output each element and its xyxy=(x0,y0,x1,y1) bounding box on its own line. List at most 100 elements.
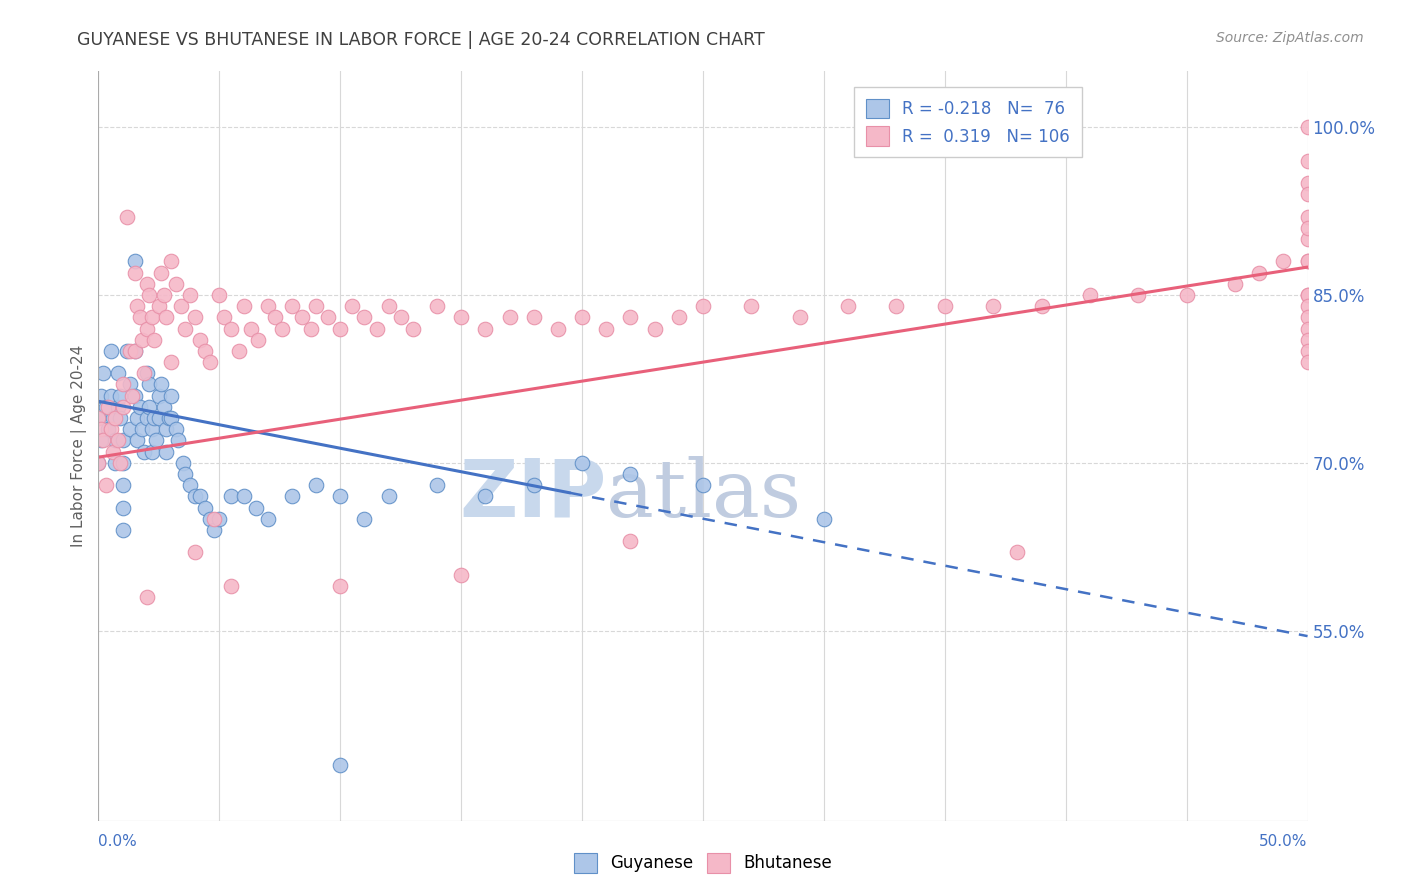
Point xyxy=(299,321,322,335)
Point xyxy=(1296,176,1319,190)
Point xyxy=(194,500,217,515)
Point xyxy=(1296,321,1319,335)
Point xyxy=(342,299,364,313)
Point xyxy=(167,434,190,448)
Point xyxy=(1296,343,1319,358)
Point xyxy=(212,310,235,325)
Point xyxy=(148,299,170,313)
Point xyxy=(97,422,120,436)
Point xyxy=(184,310,207,325)
Point xyxy=(138,400,160,414)
Y-axis label: In Labor Force | Age 20-24: In Labor Force | Age 20-24 xyxy=(72,345,87,547)
Point xyxy=(101,444,124,458)
Point xyxy=(150,266,173,280)
Point xyxy=(426,299,449,313)
Point xyxy=(305,478,328,492)
Point xyxy=(740,299,762,313)
Point xyxy=(141,422,163,436)
Point xyxy=(143,411,166,425)
Point xyxy=(107,367,129,381)
Point xyxy=(174,321,197,335)
Point xyxy=(1296,120,1319,135)
Point xyxy=(290,310,312,325)
Point xyxy=(165,277,187,291)
Point xyxy=(194,343,217,358)
Point xyxy=(131,333,153,347)
Point xyxy=(155,422,177,436)
Point xyxy=(221,579,243,593)
Legend: R = -0.218   N=  76, R =  0.319   N= 106: R = -0.218 N= 76, R = 0.319 N= 106 xyxy=(853,87,1081,157)
Point xyxy=(188,489,211,503)
Point xyxy=(94,478,117,492)
Point xyxy=(1272,254,1295,268)
Point xyxy=(228,343,250,358)
Point xyxy=(90,389,112,403)
Point xyxy=(1296,210,1319,224)
Point xyxy=(1128,288,1150,302)
Point xyxy=(172,456,194,470)
Point xyxy=(1296,254,1319,268)
Point xyxy=(389,310,412,325)
Point xyxy=(813,511,835,525)
Point xyxy=(135,367,157,381)
Point xyxy=(169,299,191,313)
Text: ZIP: ZIP xyxy=(458,456,606,533)
Point xyxy=(138,377,160,392)
Point xyxy=(101,411,124,425)
Text: GUYANESE VS BHUTANESE IN LABOR FORCE | AGE 20-24 CORRELATION CHART: GUYANESE VS BHUTANESE IN LABOR FORCE | A… xyxy=(77,31,765,49)
Point xyxy=(150,377,173,392)
Point xyxy=(934,299,956,313)
Point xyxy=(117,210,139,224)
Point xyxy=(305,299,328,313)
Point xyxy=(111,456,134,470)
Point xyxy=(1296,187,1319,202)
Point xyxy=(134,367,156,381)
Point xyxy=(886,299,908,313)
Point xyxy=(271,321,294,335)
Point xyxy=(1296,232,1319,246)
Point xyxy=(245,500,267,515)
Point xyxy=(174,467,197,481)
Point xyxy=(281,489,304,503)
Point xyxy=(256,299,278,313)
Point xyxy=(1296,288,1319,302)
Point xyxy=(1296,299,1319,313)
Point xyxy=(87,411,110,425)
Point xyxy=(135,277,157,291)
Point xyxy=(353,310,375,325)
Point xyxy=(135,590,157,604)
Point xyxy=(128,310,150,325)
Point xyxy=(135,411,157,425)
Point xyxy=(188,333,211,347)
Point xyxy=(474,321,496,335)
Point xyxy=(426,478,449,492)
Point xyxy=(160,411,183,425)
Point xyxy=(184,489,207,503)
Point xyxy=(108,456,131,470)
Point xyxy=(692,299,714,313)
Point xyxy=(87,456,110,470)
Point xyxy=(1249,266,1271,280)
Point xyxy=(141,444,163,458)
Point xyxy=(87,456,110,470)
Point xyxy=(619,310,641,325)
Point xyxy=(619,467,641,481)
Point xyxy=(145,434,167,448)
Point xyxy=(366,321,388,335)
Point xyxy=(111,523,134,537)
Point xyxy=(121,389,143,403)
Point xyxy=(111,377,134,392)
Point xyxy=(329,321,352,335)
Point xyxy=(619,534,641,549)
Point xyxy=(179,288,201,302)
Point xyxy=(94,400,117,414)
Point xyxy=(1296,333,1319,347)
Point xyxy=(124,254,146,268)
Point xyxy=(498,310,520,325)
Point xyxy=(1296,153,1319,168)
Point xyxy=(148,389,170,403)
Point xyxy=(402,321,425,335)
Point xyxy=(108,411,131,425)
Point xyxy=(124,389,146,403)
Point xyxy=(138,288,160,302)
